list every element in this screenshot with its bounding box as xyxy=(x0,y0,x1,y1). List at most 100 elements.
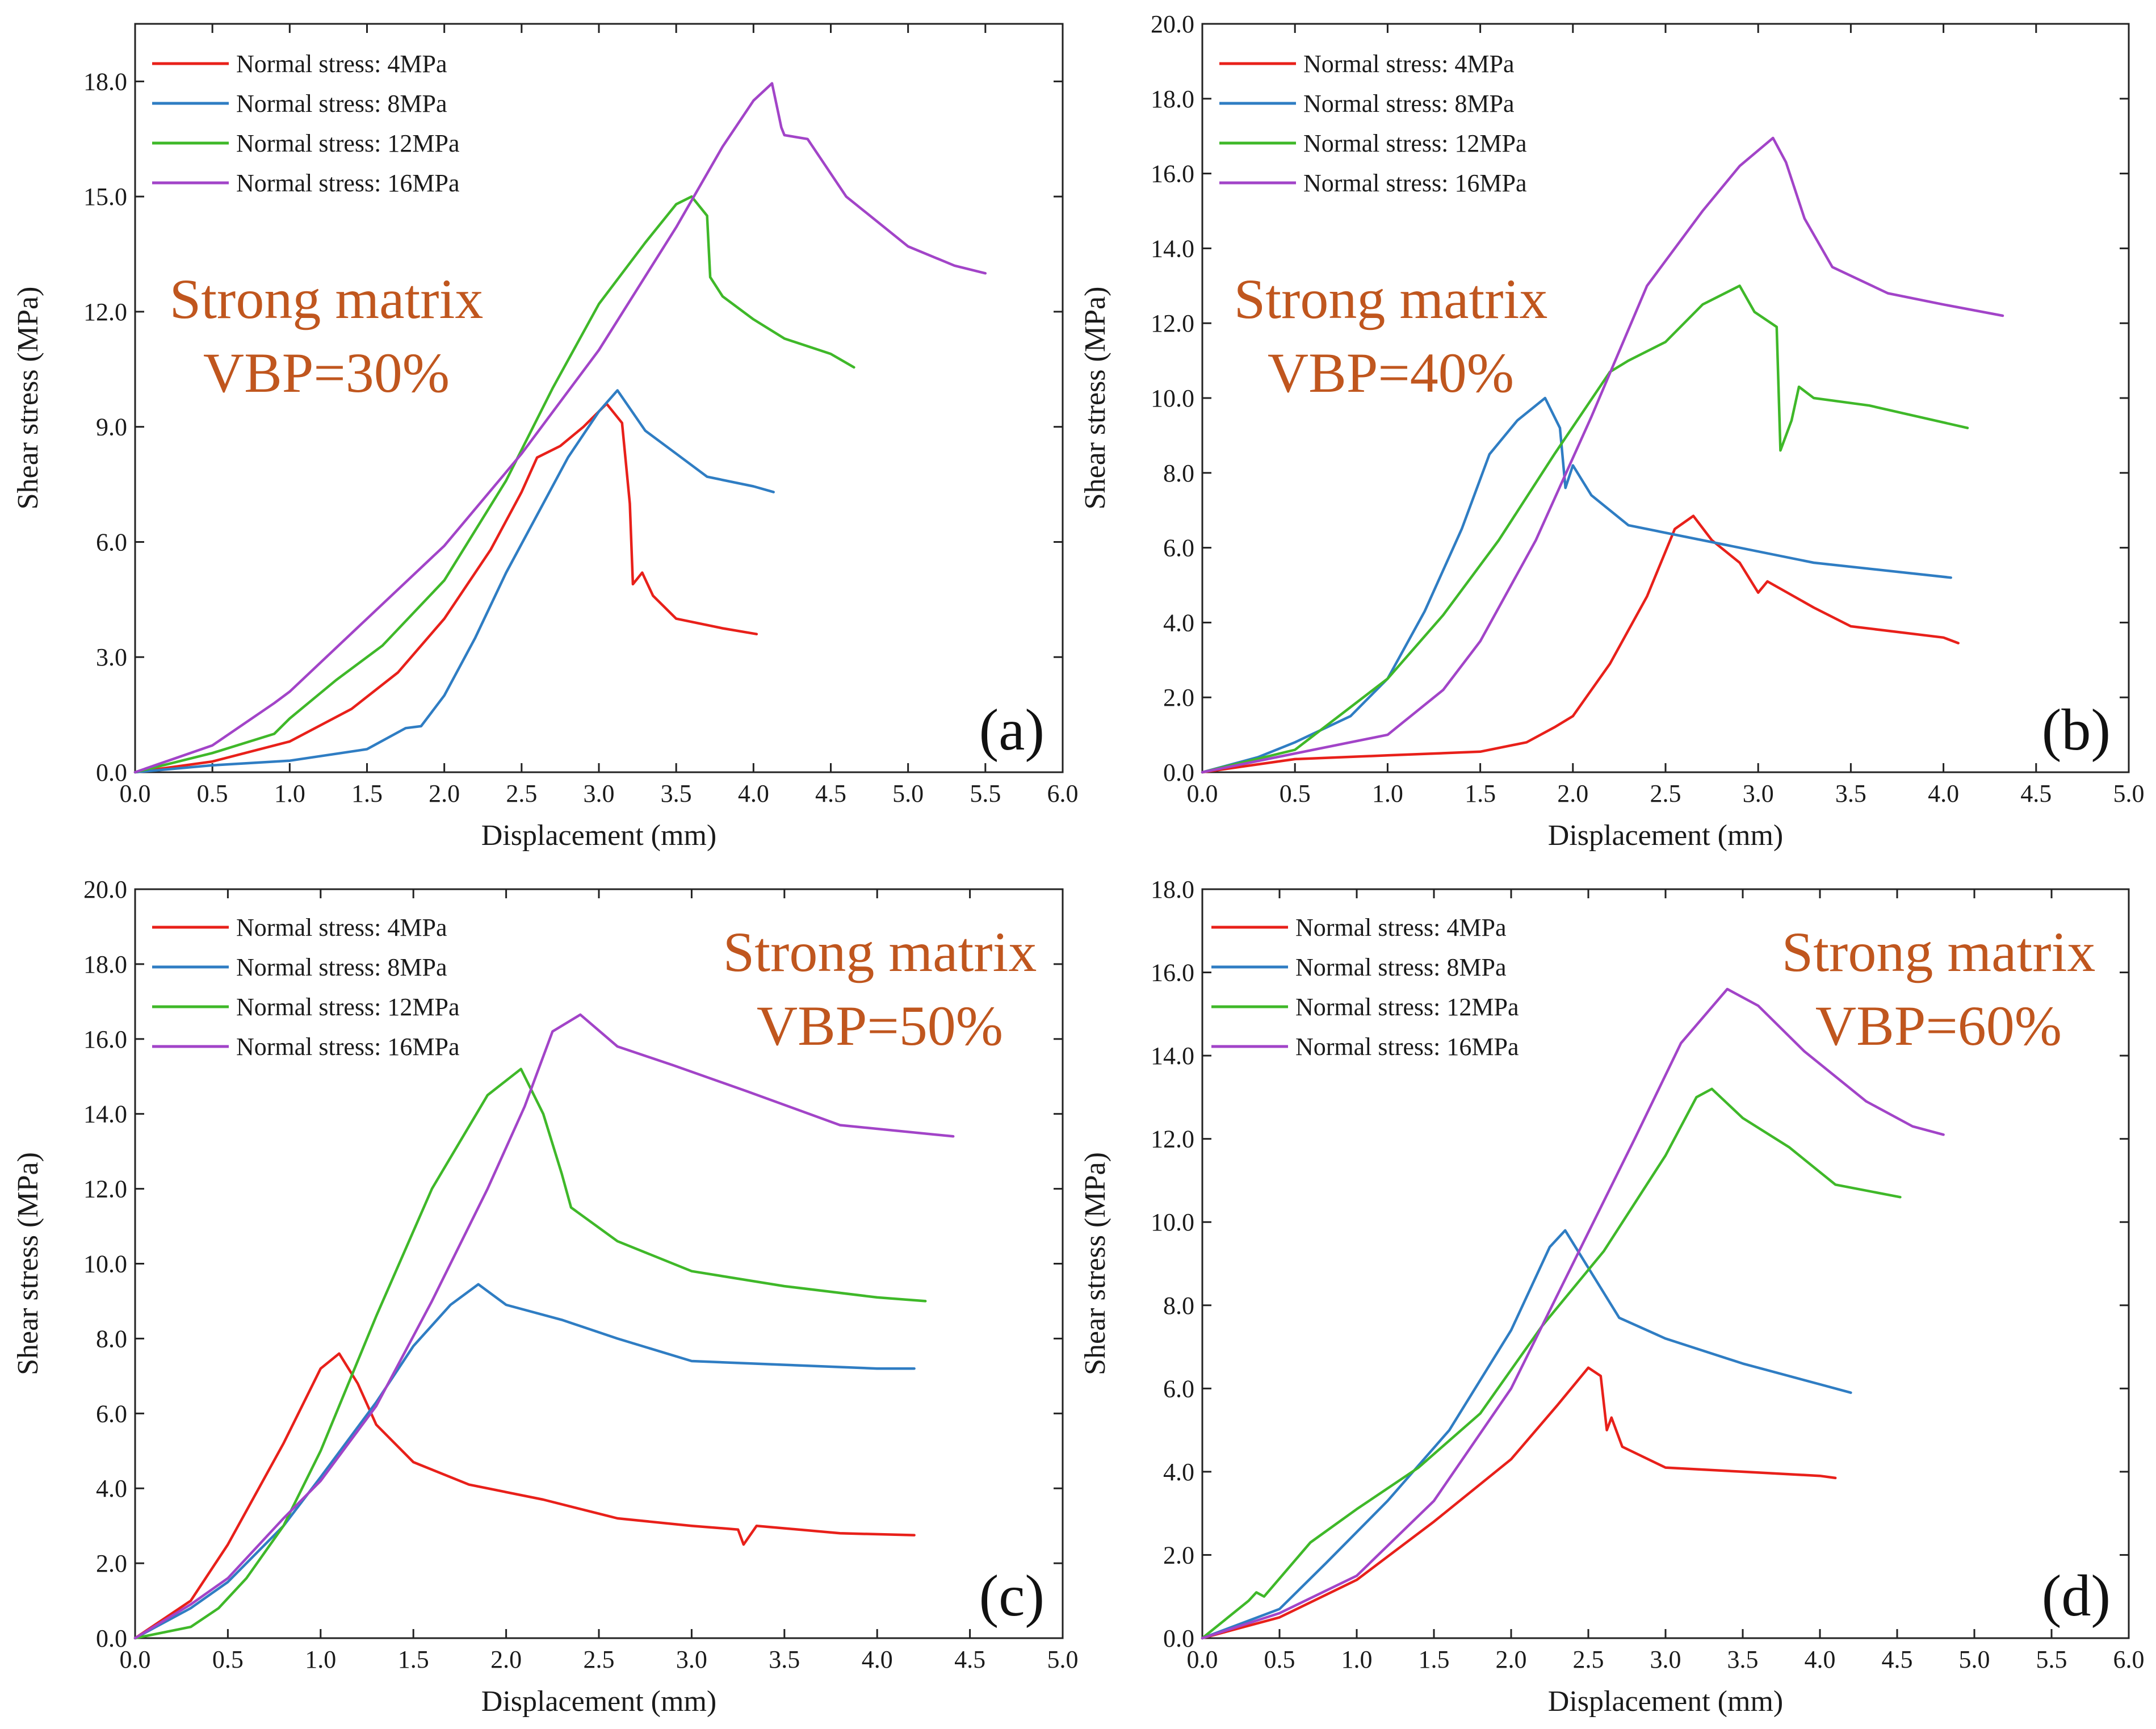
x-tick-label: 3.0 xyxy=(1650,1646,1681,1673)
x-tick-label: 5.0 xyxy=(1959,1646,1990,1673)
x-tick-label: 3.5 xyxy=(1835,780,1866,807)
y-tick-label: 12.0 xyxy=(83,298,127,326)
legend-label: Normal stress: 16MPa xyxy=(1303,169,1527,197)
y-tick-label: 15.0 xyxy=(83,183,127,211)
x-tick-label: 5.0 xyxy=(1047,1646,1079,1673)
y-tick-label: 12.0 xyxy=(1151,1125,1194,1153)
y-tick-label: 16.0 xyxy=(1151,160,1194,188)
panel-label: (b) xyxy=(2042,697,2111,763)
legend-label: Normal stress: 16MPa xyxy=(1295,1033,1519,1061)
x-tick-label: 2.0 xyxy=(490,1646,522,1673)
x-tick-label: 5.5 xyxy=(970,780,1001,807)
series-line-2 xyxy=(1201,396,1952,774)
y-tick-label: 14.0 xyxy=(83,1100,127,1128)
series-line-2 xyxy=(1201,1229,1852,1640)
y-axis-title: Shear stress (MPa) xyxy=(12,287,44,510)
annotation-text: VBP=50% xyxy=(757,994,1003,1057)
annotation-text: VBP=60% xyxy=(1815,994,2062,1057)
x-tick-label: 4.0 xyxy=(738,780,769,807)
y-tick-label: 10.0 xyxy=(83,1250,127,1278)
y-tick-label: 8.0 xyxy=(1163,1292,1194,1320)
chart-panel-2: 0.0 0.5 1.0 1.5 2.0 2.5 3.0 3.5 4.0 4.5 5.0 0.0 2.0 4… xyxy=(1079,10,2145,852)
x-tick-label: 0.0 xyxy=(1187,780,1218,807)
x-tick-label: 1.0 xyxy=(305,1646,336,1673)
legend-label: Normal stress: 4MPa xyxy=(1295,914,1507,941)
y-tick-label: 18.0 xyxy=(1151,876,1194,903)
y-tick-label: 10.0 xyxy=(1151,1208,1194,1236)
chart-panel-1: 0.0 0.5 1.0 1.5 2.0 2.5 3.0 3.5 4.0 4.5 5.0 5.5 6.0 0… xyxy=(12,23,1079,852)
x-tick-label: 3.5 xyxy=(661,780,692,807)
x-tick-label: 2.5 xyxy=(584,1646,615,1673)
y-tick-label: 0.0 xyxy=(1163,759,1194,786)
x-tick-label: 1.5 xyxy=(1465,780,1496,807)
series-line-4 xyxy=(133,1013,955,1640)
series-line-2 xyxy=(133,389,775,774)
y-tick-label: 2.0 xyxy=(1163,684,1194,711)
y-tick-label: 18.0 xyxy=(1151,85,1194,113)
x-tick-label: 0.5 xyxy=(197,780,228,807)
y-axis-title: Shear stress (MPa) xyxy=(1079,1152,1111,1375)
x-tick-label: 1.0 xyxy=(1372,780,1403,807)
series-line-1 xyxy=(1201,1366,1837,1640)
y-tick-label: 2.0 xyxy=(96,1550,127,1577)
x-tick-label: 2.5 xyxy=(1573,1646,1604,1673)
x-tick-label: 3.0 xyxy=(584,780,615,807)
y-tick-label: 8.0 xyxy=(96,1325,127,1353)
y-tick-label: 0.0 xyxy=(1163,1625,1194,1652)
x-tick-label: 4.0 xyxy=(1928,780,1959,807)
y-tick-label: 14.0 xyxy=(1151,1042,1194,1070)
x-tick-label: 1.5 xyxy=(1419,1646,1450,1673)
x-tick-label: 2.0 xyxy=(1496,1646,1527,1673)
x-tick-label: 5.0 xyxy=(892,780,924,807)
x-tick-label: 0.5 xyxy=(1280,780,1311,807)
x-tick-label: 4.0 xyxy=(1805,1646,1836,1673)
x-tick-label: 2.5 xyxy=(506,780,537,807)
series-line-1 xyxy=(133,402,758,774)
y-tick-label: 4.0 xyxy=(1163,1458,1194,1486)
x-tick-label: 5.5 xyxy=(2036,1646,2067,1673)
legend-label: Normal stress: 8MPa xyxy=(1303,90,1515,118)
x-axis-title: Displacement (mm) xyxy=(1548,819,1783,852)
y-tick-label: 20.0 xyxy=(83,876,127,903)
y-tick-label: 18.0 xyxy=(83,68,127,95)
y-tick-label: 8.0 xyxy=(1163,459,1194,487)
series-line-3 xyxy=(133,1067,927,1640)
y-tick-label: 10.0 xyxy=(1151,384,1194,412)
x-tick-label: 1.0 xyxy=(1341,1646,1373,1673)
y-tick-label: 4.0 xyxy=(96,1475,127,1502)
legend-label: Normal stress: 12MPa xyxy=(236,129,460,157)
y-tick-label: 16.0 xyxy=(1151,959,1194,987)
legend-label: Normal stress: 4MPa xyxy=(1303,50,1515,78)
series-line-4 xyxy=(1201,136,2004,774)
x-tick-label: 6.0 xyxy=(2113,1646,2145,1673)
x-axis-title: Displacement (mm) xyxy=(481,1685,716,1718)
x-tick-label: 3.5 xyxy=(769,1646,800,1673)
x-tick-label: 4.5 xyxy=(2020,780,2052,807)
chart-panel-4: 0.0 0.5 1.0 1.5 2.0 2.5 3.0 3.5 4.0 4.5 5.0 5.5 6.0 0… xyxy=(1079,876,2145,1718)
series-line-3 xyxy=(1201,1087,1902,1640)
y-tick-label: 0.0 xyxy=(96,759,127,786)
x-tick-label: 0.0 xyxy=(120,1646,151,1673)
y-tick-label: 16.0 xyxy=(83,1025,127,1053)
x-tick-label: 0.5 xyxy=(1264,1646,1295,1673)
legend-label: Normal stress: 4MPa xyxy=(236,914,447,941)
annotation-text: Strong matrix xyxy=(1782,920,2096,983)
x-axis-title: Displacement (mm) xyxy=(481,819,716,852)
x-tick-label: 3.5 xyxy=(1727,1646,1759,1673)
legend-label: Normal stress: 8MPa xyxy=(236,90,447,118)
x-tick-label: 3.0 xyxy=(676,1646,707,1673)
x-tick-label: 1.5 xyxy=(351,780,383,807)
x-tick-label: 2.0 xyxy=(429,780,460,807)
y-tick-label: 6.0 xyxy=(1163,1375,1194,1403)
annotation-text: Strong matrix xyxy=(170,267,484,330)
y-tick-label: 6.0 xyxy=(96,528,127,556)
y-axis-title: Shear stress (MPa) xyxy=(12,1152,44,1375)
x-tick-label: 5.0 xyxy=(2113,780,2145,807)
annotation-text: VBP=40% xyxy=(1268,341,1514,404)
y-tick-label: 6.0 xyxy=(96,1400,127,1427)
y-tick-label: 12.0 xyxy=(83,1175,127,1203)
series-line-1 xyxy=(133,1352,916,1640)
series-line-1 xyxy=(1201,514,1960,774)
legend-label: Normal stress: 12MPa xyxy=(1295,993,1519,1021)
series-line-2 xyxy=(133,1283,916,1640)
